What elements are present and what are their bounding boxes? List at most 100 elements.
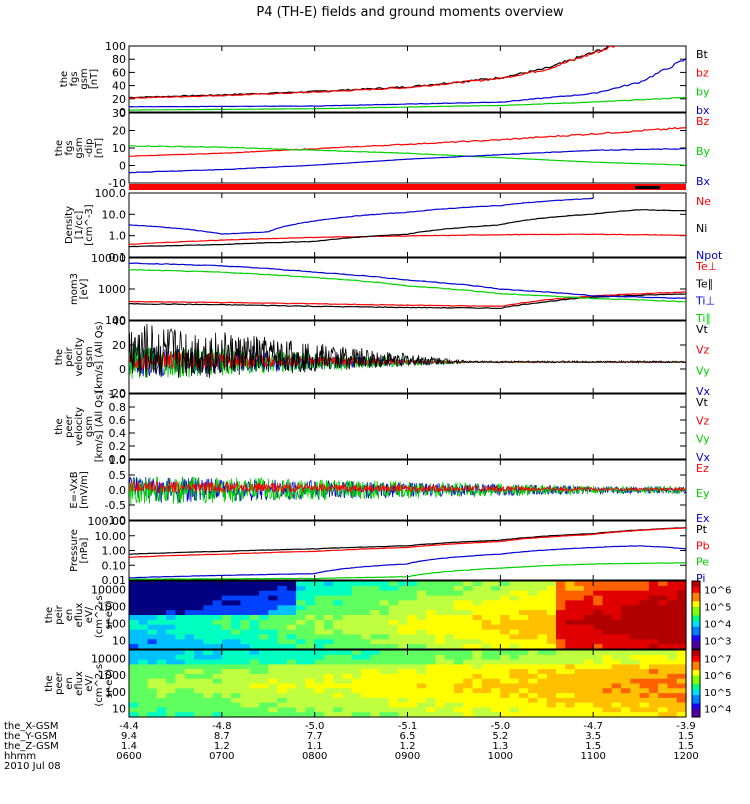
heatmap-cell — [565, 644, 576, 650]
heatmap-cell — [231, 688, 241, 694]
heatmap-cell — [565, 693, 576, 699]
heatmap-cell — [203, 615, 214, 621]
panel-frame — [128, 257, 687, 321]
heatmap-cell — [556, 697, 566, 704]
heatmap-cell — [528, 581, 539, 587]
heatmap-cell — [435, 595, 446, 602]
heatmap-cell — [574, 634, 585, 640]
heatmap-cell — [147, 650, 158, 656]
y-tick-label: 0.5 — [109, 469, 127, 482]
heatmap-cell — [667, 659, 678, 665]
y-axis-label: eflux — [74, 671, 85, 696]
heatmap-cell — [286, 707, 297, 713]
heatmap-cell — [500, 644, 511, 650]
heatmap-cell — [426, 624, 436, 631]
heatmap-cell — [203, 629, 214, 636]
heatmap-cell — [611, 605, 622, 611]
heatmap-cell — [602, 600, 613, 606]
heatmap-cell — [351, 707, 362, 713]
y-tick-label: -1.0 — [105, 514, 126, 527]
heatmap-cell — [286, 581, 297, 587]
heatmap-cell — [565, 712, 576, 718]
legend-entry: By — [696, 145, 711, 158]
heatmap-cell — [370, 669, 381, 675]
heatmap-cell — [481, 615, 492, 621]
heatmap-cell — [426, 605, 436, 611]
heatmap-cell — [286, 619, 297, 626]
series-line-Pt — [129, 527, 686, 555]
heatmap-cell — [583, 610, 594, 616]
heatmap-cell — [314, 697, 325, 704]
heatmap-cell — [147, 678, 158, 685]
heatmap-cell — [518, 634, 529, 640]
noise-series-green — [129, 476, 686, 505]
heatmap-cell — [388, 644, 399, 650]
y-tick-label: 20 — [112, 93, 126, 106]
colorbar-cell — [692, 606, 700, 610]
heatmap-cell — [621, 693, 631, 699]
heatmap-cell — [556, 610, 566, 616]
heatmap-cell — [268, 678, 279, 685]
colorbar-label: 10^4 — [704, 620, 731, 631]
heatmap-cell — [175, 693, 186, 699]
heatmap-cell — [546, 669, 557, 675]
heatmap-cell — [500, 683, 511, 689]
heatmap-cell — [296, 581, 306, 587]
heatmap-cell — [249, 605, 260, 611]
heatmap-cell — [676, 644, 687, 650]
heatmap-cell — [323, 650, 334, 656]
heatmap-cell — [333, 590, 344, 597]
y-tick-label: 0.10 — [102, 559, 127, 572]
heatmap-cell — [676, 664, 687, 670]
heatmap-cell — [556, 605, 566, 611]
series-group — [129, 46, 686, 111]
heatmap-cell — [212, 702, 223, 708]
heatmap-cell — [277, 644, 288, 650]
heatmap-cell — [296, 624, 306, 631]
heatmap-cell — [305, 702, 316, 708]
heatmap-cell — [370, 605, 381, 611]
series-line-Ni — [129, 209, 686, 248]
heatmap-cell — [370, 693, 381, 699]
heatmap-cell — [667, 605, 678, 611]
heatmap-cell — [630, 585, 641, 592]
heatmap-cell — [333, 629, 344, 636]
heatmap-cell — [221, 650, 232, 656]
heatmap-cell — [593, 610, 604, 616]
heatmap-cell — [509, 712, 520, 718]
heatmap-cell — [370, 702, 381, 708]
colorbar-label: 10^5 — [704, 688, 731, 699]
heatmap-cell — [528, 659, 539, 665]
y-axis-label: gsm — [84, 416, 95, 437]
heatmap-cell — [528, 595, 539, 602]
heatmap-cell — [147, 697, 158, 704]
heatmap-cell — [175, 615, 186, 621]
heatmap-cell — [416, 615, 427, 621]
heatmap-cell — [583, 683, 594, 689]
heatmap-cell — [305, 678, 316, 685]
heatmap-cell — [175, 678, 186, 685]
x-tick-label: 1.2 — [214, 741, 230, 752]
heatmap-cell — [611, 702, 622, 708]
heatmap-cell — [221, 610, 232, 616]
heatmap-cell — [249, 650, 260, 656]
heatmap-cell — [574, 624, 585, 631]
heatmap-cell — [453, 629, 464, 636]
heatmap-cell — [194, 629, 204, 636]
heatmap-cell — [259, 702, 269, 708]
heatmap-cell — [138, 639, 149, 645]
heatmap-cell — [639, 590, 650, 597]
series-line-Bz — [129, 126, 686, 157]
heatmap-cell — [509, 673, 520, 680]
heatmap-cell — [268, 634, 279, 640]
heatmap-cell — [259, 610, 269, 616]
heatmap-cell — [611, 693, 622, 699]
heatmap-cell — [658, 585, 668, 592]
heatmap-cell — [611, 615, 622, 621]
heatmap-cell — [351, 624, 362, 631]
heatmap-cell — [166, 634, 176, 640]
colorbar-cell — [692, 666, 700, 671]
heatmap-cell — [138, 707, 149, 713]
heatmap-cell — [602, 697, 613, 704]
heatmap-cell — [166, 669, 176, 675]
